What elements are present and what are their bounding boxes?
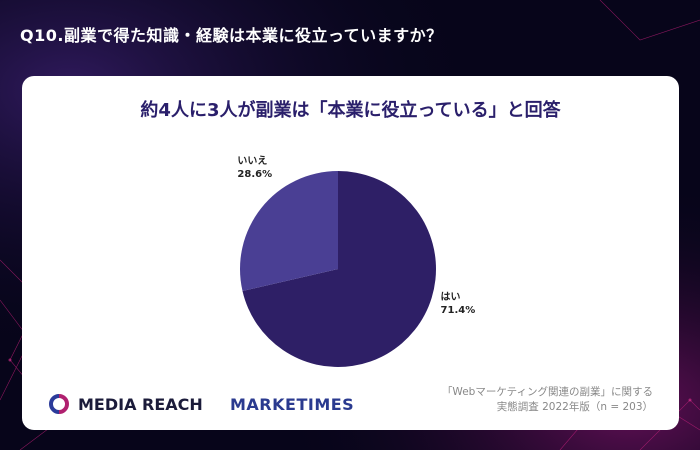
chart-card: 約4人に3人が副業は「本業に役立っている」と回答 はい 71.4% いいえ 28… <box>22 76 679 430</box>
marketimes-logo: MARKETIMES <box>230 395 355 414</box>
question-title: Q10.副業で得た知識・経験は本業に役立っていますか？ <box>20 26 443 45</box>
slice-value-no: 28.6% <box>237 168 273 180</box>
media-reach-wordmark: MEDIA REACH <box>78 394 203 414</box>
slice-label-no: いいえ 28.6% <box>237 155 272 181</box>
slice-name-no: いいえ <box>237 155 268 167</box>
media-reach-mark-icon <box>49 394 69 414</box>
media-reach-logo: MEDIA REACH <box>46 394 203 414</box>
pie-chart <box>240 171 436 367</box>
slice-value-yes: 71.4% <box>440 304 476 316</box>
pie-slice-no <box>240 171 338 291</box>
chart-headline: 約4人に3人が副業は「本業に役立っている」と回答 <box>140 100 561 121</box>
pie-slice-yes <box>242 171 436 367</box>
source-line-1: 「Webマーケティング関連の副業」に関する <box>441 386 653 398</box>
source-note: 「Webマーケティング関連の副業」に関する 実態調査 2022年版（n = 20… <box>442 385 653 415</box>
source-line-2: 実態調査 2022年版（n = 203） <box>496 401 653 413</box>
slice-label-yes: はい 71.4% <box>441 291 476 317</box>
slice-name-yes: はい <box>440 291 461 303</box>
